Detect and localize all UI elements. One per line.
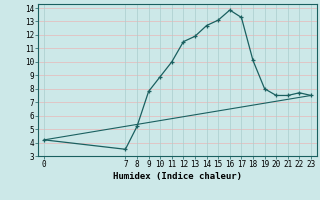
X-axis label: Humidex (Indice chaleur): Humidex (Indice chaleur) xyxy=(113,172,242,181)
